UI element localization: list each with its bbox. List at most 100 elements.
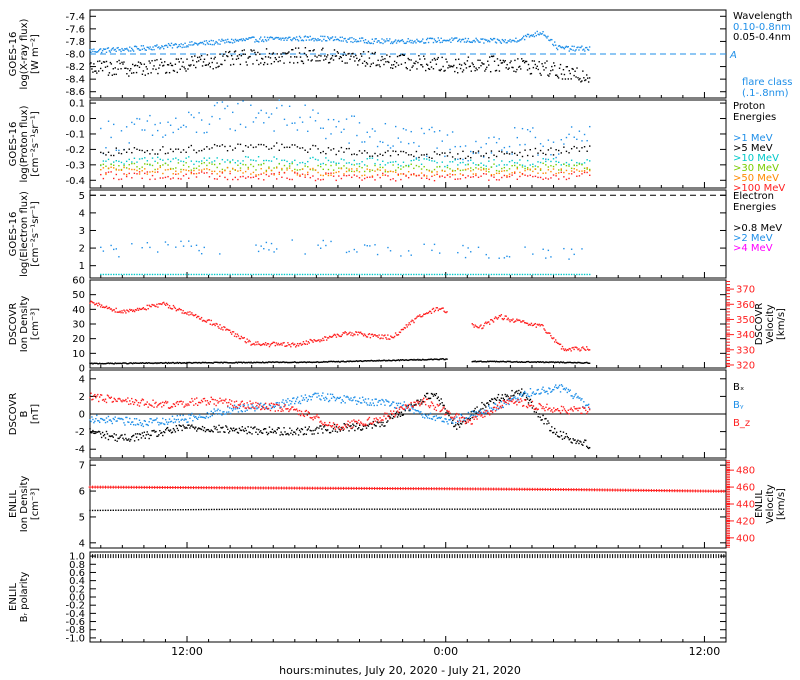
data-point xyxy=(550,256,552,258)
data-point xyxy=(160,361,162,364)
data-point xyxy=(578,442,580,445)
data-point xyxy=(94,393,96,396)
data-point xyxy=(103,48,106,51)
data-point xyxy=(426,37,429,40)
data-point xyxy=(317,361,319,363)
data-point xyxy=(235,40,238,42)
data-point xyxy=(150,48,152,50)
data-point xyxy=(446,311,448,313)
data-point xyxy=(271,53,274,55)
data-point xyxy=(257,156,260,158)
data-point xyxy=(520,361,522,364)
data-point xyxy=(203,361,206,364)
data-point xyxy=(133,157,136,159)
data-point xyxy=(420,127,423,130)
data-point xyxy=(208,273,211,276)
data-point xyxy=(95,417,97,420)
data-point xyxy=(268,167,270,170)
data-point xyxy=(227,38,229,41)
data-point xyxy=(574,346,576,348)
data-point xyxy=(188,404,190,406)
data-point xyxy=(216,145,218,147)
data-point xyxy=(539,143,542,145)
data-point xyxy=(355,425,357,428)
data-point xyxy=(133,168,136,171)
data-point xyxy=(149,153,151,155)
legend-entry: >2 MeV xyxy=(733,233,773,244)
data-point xyxy=(131,72,133,74)
data-point xyxy=(397,166,399,169)
data-point xyxy=(546,332,548,334)
data-point xyxy=(562,361,565,363)
data-point xyxy=(279,434,281,436)
data-point xyxy=(523,61,526,64)
data-point xyxy=(348,398,350,400)
data-point xyxy=(305,397,308,399)
data-point xyxy=(493,273,495,276)
data-point xyxy=(492,37,495,40)
data-point xyxy=(341,427,343,429)
data-point xyxy=(394,360,397,362)
legend-entry: >1 MeV xyxy=(733,133,773,144)
data-point xyxy=(491,55,494,58)
data-point xyxy=(188,156,190,158)
data-point xyxy=(295,36,298,38)
data-point xyxy=(164,44,167,47)
data-point xyxy=(262,361,265,364)
data-point xyxy=(132,424,135,426)
data-point xyxy=(226,178,229,181)
data-point xyxy=(555,74,558,76)
data-point xyxy=(565,161,568,164)
data-point xyxy=(314,392,316,394)
data-point xyxy=(182,149,185,151)
data-point xyxy=(294,56,296,58)
data-point xyxy=(363,273,366,276)
data-point xyxy=(294,361,296,363)
data-point xyxy=(387,171,389,173)
data-point xyxy=(285,53,287,55)
data-point xyxy=(290,408,292,410)
data-point xyxy=(540,361,542,363)
data-point xyxy=(318,339,320,341)
data-point xyxy=(496,405,499,407)
data-point xyxy=(268,37,271,39)
data-point xyxy=(485,253,487,256)
data-point xyxy=(389,359,391,362)
data-point xyxy=(538,361,540,364)
data-point xyxy=(296,164,299,166)
data-point xyxy=(211,170,213,173)
data-point xyxy=(120,152,123,155)
data-point xyxy=(141,73,144,75)
data-point xyxy=(482,38,484,40)
data-point xyxy=(578,273,581,276)
data-point xyxy=(155,430,157,433)
data-point xyxy=(565,164,568,167)
data-point xyxy=(390,404,392,406)
data-point xyxy=(206,412,209,414)
data-point xyxy=(550,147,552,149)
data-point xyxy=(558,67,561,69)
data-point xyxy=(201,425,204,428)
data-point xyxy=(581,140,583,142)
data-point xyxy=(200,428,203,431)
data-point xyxy=(379,140,381,143)
data-point xyxy=(355,331,357,333)
data-point xyxy=(498,179,500,181)
data-point xyxy=(299,361,302,363)
data-point xyxy=(193,404,195,406)
data-point xyxy=(289,61,291,64)
data-point xyxy=(521,155,524,158)
data-point xyxy=(514,162,516,164)
data-point xyxy=(545,177,547,179)
data-point xyxy=(179,68,181,70)
data-point xyxy=(235,361,238,363)
data-point xyxy=(515,391,517,393)
data-point xyxy=(363,244,366,246)
data-point xyxy=(573,74,575,77)
data-point xyxy=(564,78,567,80)
data-point xyxy=(232,178,234,181)
data-point xyxy=(215,322,217,325)
data-point xyxy=(265,112,268,114)
data-point xyxy=(486,322,488,325)
data-point xyxy=(557,161,560,164)
